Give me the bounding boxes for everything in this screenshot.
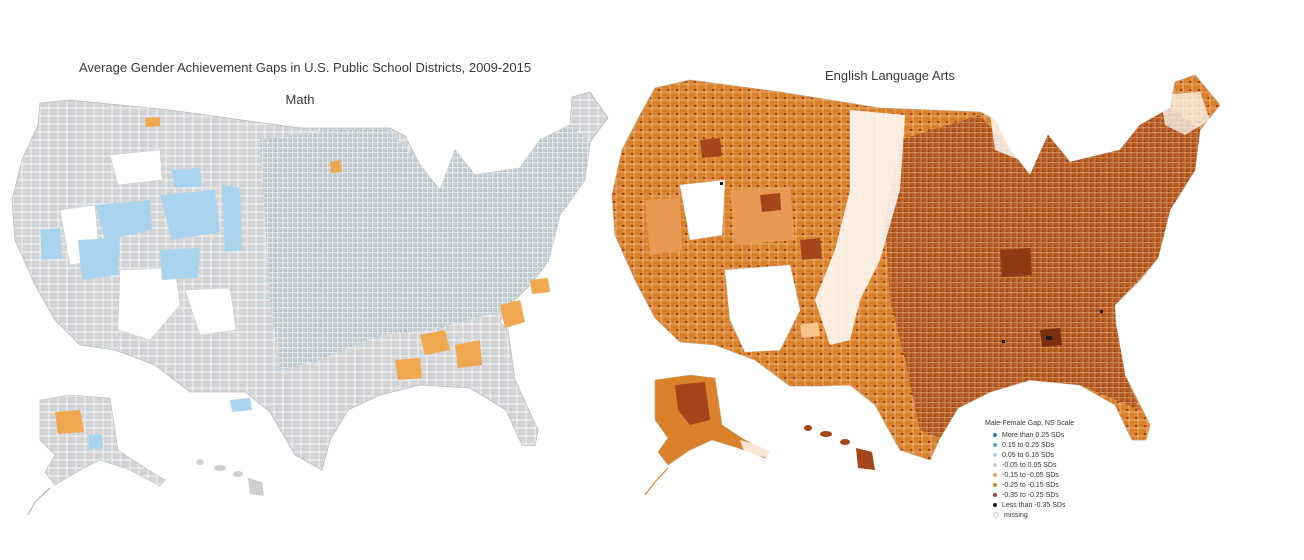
- map-legend: Male-Female Gap, NS Scale More than 0.25…: [985, 420, 1135, 520]
- math-orange-region: [455, 340, 482, 368]
- math-blue-region: [172, 168, 202, 188]
- legend-swatch: [993, 433, 997, 437]
- legend-label: missing: [1004, 511, 1028, 519]
- ela-dark-region: [700, 138, 722, 158]
- math-eastern-dense-region: [260, 125, 590, 370]
- math-orange-region: [395, 358, 422, 380]
- math-alaska: [39, 394, 166, 487]
- legend-item: missing: [985, 510, 1135, 520]
- legend-label: More than 0.25 SDs: [1002, 431, 1065, 439]
- math-hawaii: [196, 459, 264, 496]
- math-blue-region: [160, 248, 200, 280]
- legend-label: -0.35 to -0.25 SDs: [1002, 491, 1059, 499]
- legend-swatch: [993, 493, 997, 497]
- legend-label: -0.15 to -0.05 SDs: [1002, 471, 1059, 479]
- figure-title: Average Gender Achievement Gaps in U.S. …: [78, 60, 532, 75]
- legend-title: Male-Female Gap, NS Scale: [985, 420, 1075, 427]
- ela-hawaii: [804, 425, 875, 470]
- ela-light-orange-region: [645, 198, 682, 255]
- legend-item: 0.05 to 0.15 SDs: [985, 450, 1135, 460]
- ela-missing-region: [724, 264, 801, 353]
- legend-item: -0.05 to 0.05 SDs: [985, 460, 1135, 470]
- math-blue-region: [78, 238, 120, 280]
- math-blue-region: [230, 398, 252, 412]
- ela-map: [611, 74, 1221, 496]
- legend-item: -0.35 to -0.25 SDs: [985, 490, 1135, 500]
- ela-black-spots: [720, 182, 1103, 343]
- legend-swatch: [993, 512, 999, 518]
- ela-missing-region: [1160, 92, 1210, 135]
- legend-item: -0.15 to -0.05 SDs: [985, 470, 1135, 480]
- legend-swatch: [993, 463, 997, 467]
- ela-eastern-dense-region: [885, 108, 1200, 438]
- legend-label: -0.25 to -0.15 SDs: [1002, 481, 1059, 489]
- legend-swatch: [993, 453, 997, 457]
- math-blue-region: [160, 190, 220, 240]
- ela-alaska-dark: [675, 382, 710, 425]
- legend-swatch: [993, 483, 997, 487]
- math-panel-subtitle: Math: [285, 92, 315, 107]
- ela-alaska-white: [740, 440, 772, 458]
- math-orange-region: [145, 117, 160, 127]
- ela-missing-region: [990, 115, 1030, 160]
- legend-label: -0.05 to 0.05 SDs: [1002, 461, 1057, 469]
- legend-label: 0.05 to 0.15 SDs: [1002, 451, 1055, 459]
- math-blue-region: [40, 228, 62, 260]
- ela-aleutians: [644, 467, 669, 496]
- math-map: [11, 91, 609, 516]
- ela-missing-region: [679, 179, 726, 241]
- math-orange-region: [530, 278, 550, 294]
- legend-item: Less than -0.35 SDs: [985, 500, 1135, 510]
- math-alaska-orange: [55, 410, 84, 434]
- math-orange-region: [330, 160, 342, 173]
- ela-dark-region: [800, 238, 822, 260]
- legend-label: 0.15 to 0.25 SDs: [1002, 441, 1055, 449]
- legend-item: -0.25 to -0.15 SDs: [985, 480, 1135, 490]
- legend-swatch: [993, 443, 997, 447]
- legend-swatch: [993, 473, 997, 477]
- legend-swatch: [993, 503, 997, 507]
- legend-item: 0.15 to 0.25 SDs: [985, 440, 1135, 450]
- math-missing-region: [184, 287, 237, 336]
- ela-dark-region: [760, 193, 781, 212]
- math-blue-region: [222, 185, 242, 252]
- math-orange-region: [420, 330, 450, 355]
- legend-label: Less than -0.35 SDs: [1002, 501, 1066, 509]
- ela-missing-region: [815, 110, 905, 345]
- ela-panel-subtitle: English Language Arts: [824, 68, 956, 83]
- ela-light-orange-region: [800, 322, 820, 338]
- math-orange-region: [500, 300, 525, 328]
- math-alaska-blue: [88, 434, 103, 449]
- math-blue-region: [95, 200, 152, 240]
- ela-dark-region: [1000, 248, 1032, 277]
- math-missing-region: [109, 149, 163, 186]
- legend-item: More than 0.25 SDs: [985, 430, 1135, 440]
- math-aleutians: [27, 487, 51, 516]
